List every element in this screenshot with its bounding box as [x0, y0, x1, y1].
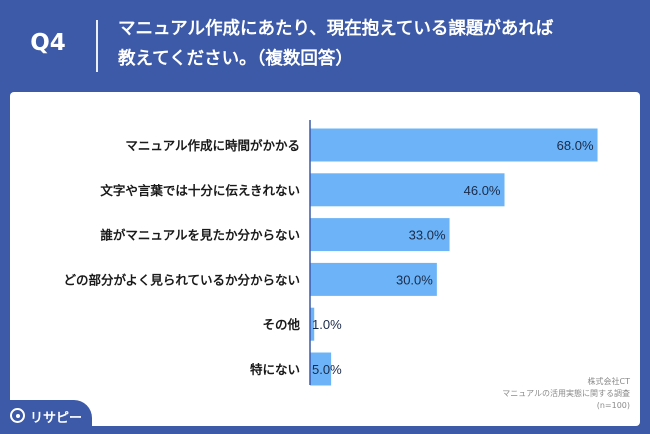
header: Q4 マニュアル作成にあたり、現在抱えている課題があれば 教えてください。（複数…	[0, 0, 650, 92]
category-label-5: その他	[262, 317, 300, 332]
footnote-sample: (n=100)	[596, 401, 630, 410]
category-label-1: マニュアル作成に時間がかかる	[125, 138, 300, 153]
value-label-5: 1.0%	[312, 317, 342, 332]
value-label-2: 46.0%	[464, 183, 501, 198]
value-label-6: 5.0%	[312, 362, 342, 377]
question-line-2: 教えてください。（複数回答）	[118, 49, 353, 69]
bar-5	[310, 307, 315, 341]
question-number: Q4	[30, 30, 66, 56]
category-label-2: 文字や言葉では十分に伝えきれない	[100, 183, 300, 198]
bar-4	[310, 262, 437, 296]
footnote-company: 株式会社CT	[587, 377, 630, 386]
category-label-3: 誰がマニュアルを見たか分からない	[100, 228, 300, 243]
risapi-logo-icon	[10, 408, 25, 423]
footnote: 株式会社CT マニュアルの活用実態に関する調査 (n=100)	[502, 376, 630, 412]
bar-6	[310, 352, 332, 386]
category-label-4: どの部分がよく見られているか分からない	[63, 272, 300, 287]
question-line-1: マニュアル作成にあたり、現在抱えている課題があれば	[118, 19, 554, 39]
header-divider	[96, 20, 98, 72]
value-label-4: 30.0%	[396, 272, 433, 287]
logo-text: リサピー	[30, 411, 83, 426]
bar-2	[310, 173, 505, 207]
footnote-survey: マニュアルの活用実態に関する調査	[502, 389, 630, 398]
value-label-3: 33.0%	[409, 228, 446, 243]
value-label-1: 68.0%	[557, 138, 594, 153]
category-label-6: 特にない	[250, 362, 300, 377]
bar-1	[310, 128, 598, 162]
brand-logo: リサピー	[0, 400, 92, 434]
question-text: マニュアル作成にあたり、現在抱えている課題があれば 教えてください。（複数回答）	[118, 14, 638, 74]
bar-3	[310, 218, 450, 252]
